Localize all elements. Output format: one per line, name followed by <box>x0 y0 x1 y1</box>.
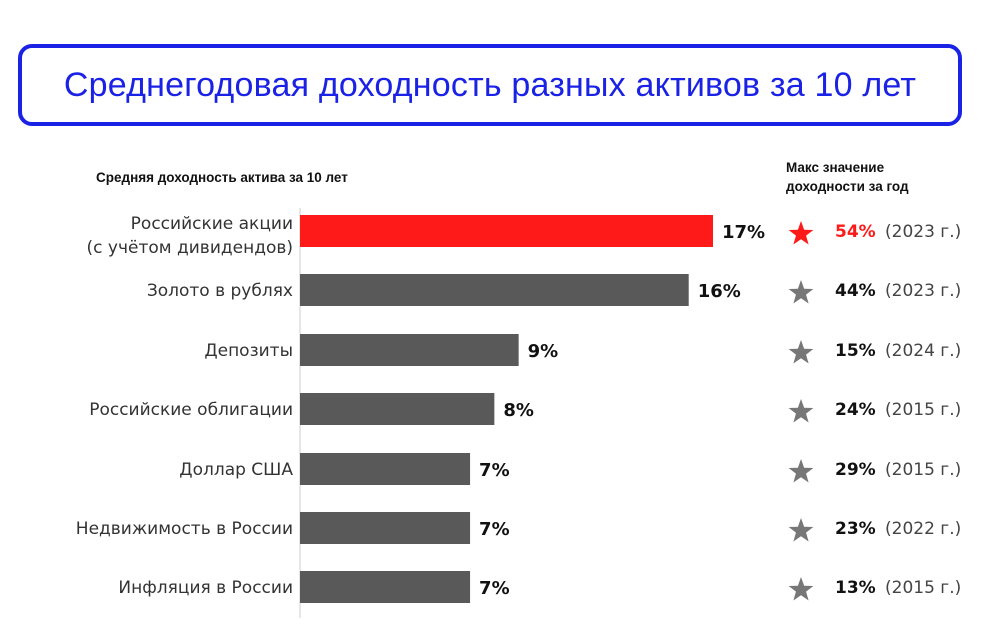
title-box: Среднегодовая доходность разных активов … <box>18 44 962 126</box>
right-column-header: Макс значение доходности за год <box>786 158 909 196</box>
max-yearly-year: (2023 г.) <box>885 281 961 301</box>
right-header-line2: доходности за год <box>786 179 909 194</box>
data-label: 7% <box>479 578 510 599</box>
max-yearly-year: (2015 г.) <box>885 460 961 480</box>
max-yearly-year: (2015 г.) <box>885 578 961 598</box>
max-yearly-value: 44% <box>835 281 876 301</box>
bar <box>300 512 471 544</box>
max-yearly-value: 24% <box>835 400 876 420</box>
bar <box>300 571 471 603</box>
data-label: 17% <box>722 222 765 243</box>
category-label: Золото в рублях <box>147 281 293 301</box>
star-icon-highlight <box>788 221 814 245</box>
bar <box>300 215 713 247</box>
max-yearly-year: (2015 г.) <box>885 400 961 420</box>
star-icon <box>788 280 814 304</box>
data-label: 7% <box>479 519 510 540</box>
max-yearly-value: 29% <box>835 460 876 480</box>
right-header-line1: Макс значение <box>786 160 885 175</box>
category-label: Доллар США <box>179 460 293 480</box>
max-yearly-value: 13% <box>835 578 876 598</box>
bar <box>300 334 519 366</box>
chart-title: Среднегодовая доходность разных активов … <box>63 65 917 104</box>
category-label: (с учётом дивидендов) <box>87 238 293 258</box>
star-icon <box>788 577 814 601</box>
max-yearly-year: (2022 г.) <box>885 519 961 539</box>
bar <box>300 274 689 306</box>
data-label: 7% <box>479 460 510 481</box>
category-label: Недвижимость в России <box>76 519 293 539</box>
bar <box>300 453 471 485</box>
star-icon <box>788 340 814 364</box>
star-icon <box>788 459 814 483</box>
data-label: 16% <box>698 281 741 302</box>
category-label: Инфляция в России <box>118 578 293 598</box>
left-column-header: Средняя доходность актива за 10 лет <box>96 170 348 185</box>
max-yearly-value: 23% <box>835 519 876 539</box>
category-label: Российские облигации <box>89 400 293 420</box>
max-yearly-year: (2024 г.) <box>885 341 961 361</box>
data-label: 9% <box>528 341 559 362</box>
data-label: 8% <box>503 400 534 421</box>
bar <box>300 393 495 425</box>
star-icon <box>788 399 814 423</box>
max-yearly-value: 54% <box>835 222 876 242</box>
category-label: Депозиты <box>204 341 293 361</box>
max-yearly-year: (2023 г.) <box>885 222 961 242</box>
max-yearly-value: 15% <box>835 341 876 361</box>
star-icon <box>788 518 814 542</box>
category-label: Российские акции <box>131 214 293 234</box>
